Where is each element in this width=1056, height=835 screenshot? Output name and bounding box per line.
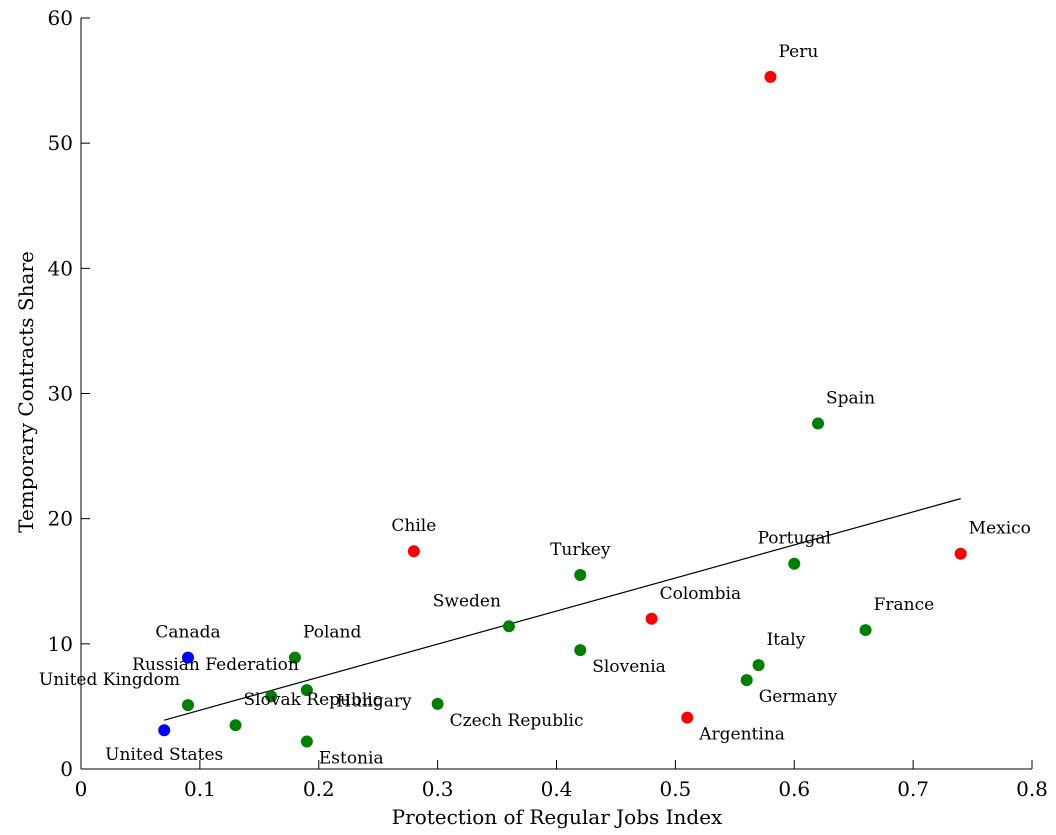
point-label-chile: Chile [391, 516, 436, 536]
point-label-argentina: Argentina [698, 725, 785, 745]
point-italy [752, 659, 765, 672]
point-slovak-republic [229, 719, 242, 732]
x-tick-label: 0.4 [541, 777, 573, 801]
point-mexico [954, 547, 967, 560]
point-hungary [265, 690, 278, 703]
x-tick-label: 0.7 [897, 777, 929, 801]
point-colombia [645, 612, 658, 625]
point-portugal [788, 557, 801, 570]
x-tick-label: 0.8 [1016, 777, 1048, 801]
y-axis-label: Temporary Contracts Share [14, 251, 38, 533]
y-tick-label: 60 [48, 6, 73, 30]
x-tick-label: 0.1 [184, 777, 216, 801]
point-czech-republic [431, 697, 444, 710]
point-label-estonia: Estonia [319, 748, 384, 768]
point-slovenia [574, 644, 587, 657]
point-label-slovenia: Slovenia [592, 657, 666, 677]
x-axis-label: Protection of Regular Jobs Index [392, 805, 723, 829]
x-tick-label: 0.6 [778, 777, 810, 801]
point-label-germany: Germany [759, 687, 838, 707]
x-tick-label: 0.3 [422, 777, 454, 801]
point-label-peru: Peru [778, 42, 818, 62]
point-label-italy: Italy [767, 630, 806, 650]
point-germany [740, 674, 753, 687]
point-peru [764, 70, 777, 83]
point-label-portugal: Portugal [758, 529, 831, 549]
point-label-spain: Spain [826, 389, 875, 409]
point-spain [812, 417, 825, 430]
point-united-kingdom [181, 699, 194, 712]
point-argentina [681, 711, 694, 724]
point-label-france: France [874, 595, 935, 615]
point-turkey [574, 568, 587, 581]
axes: 0 0.1 0.2 0.3 0.4 0.5 0.6 0.7 0.8 0 10 20 30 40 50 60 [48, 6, 1048, 801]
point-label-turkey: Turkey [550, 540, 611, 560]
x-tick-label: 0.2 [303, 777, 335, 801]
point-label-mexico: Mexico [969, 519, 1031, 539]
point-sweden [502, 620, 515, 633]
x-tick-label: 0.5 [659, 777, 691, 801]
point-chile [407, 545, 420, 558]
fit-line [164, 498, 961, 721]
y-tick-label: 40 [48, 256, 73, 280]
x-tick-label: 0 [75, 777, 88, 801]
point-label-czech-republic: Czech Republic [450, 711, 584, 731]
point-label-poland: Poland [303, 623, 362, 643]
y-tick-label: 50 [48, 131, 73, 155]
y-tick-label: 0 [60, 757, 73, 781]
point-label-united-states: United States [105, 745, 223, 765]
labels-layer: Peru Spain Chile Turkey Portugal Mexico Sweden… [39, 42, 1031, 769]
fit-line-layer [164, 498, 961, 721]
point-russian-federation [300, 684, 313, 697]
point-poland [288, 651, 301, 664]
point-label-hungary: Hungary [336, 691, 412, 711]
point-label-russian-federation: Russian Federation [132, 655, 299, 675]
point-france [859, 624, 872, 637]
point-label-sweden: Sweden [433, 591, 501, 611]
point-united-states [158, 724, 171, 737]
point-label-united-kingdom: United Kingdom [39, 670, 180, 690]
point-estonia [300, 735, 313, 748]
point-label-slovak-republic: Slovak Republic [244, 690, 383, 710]
point-label-canada: Canada [155, 623, 220, 643]
y-tick-label: 20 [48, 507, 73, 531]
point-label-colombia: Colombia [660, 584, 742, 604]
y-tick-label: 10 [48, 632, 73, 656]
points-layer [158, 70, 967, 748]
point-canada [181, 651, 194, 664]
y-tick-label: 30 [48, 382, 73, 406]
